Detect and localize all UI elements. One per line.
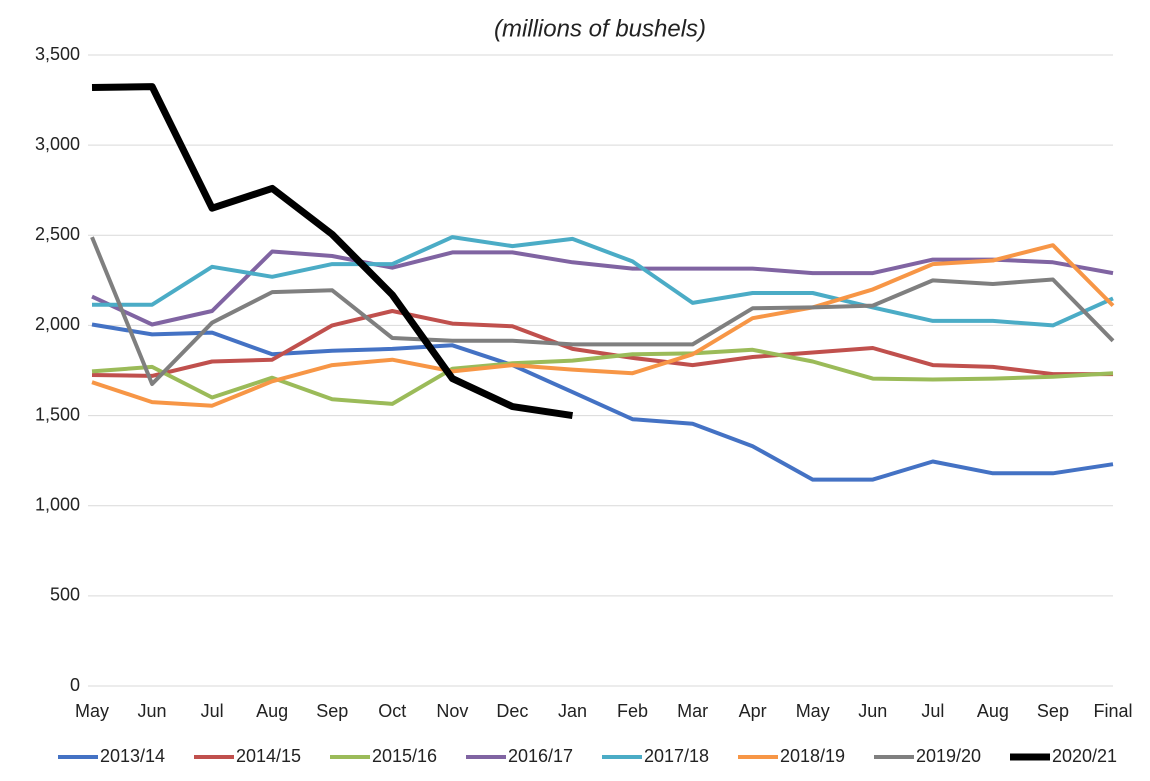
legend-label: 2015/16 xyxy=(372,746,437,766)
y-tick-label: 3,000 xyxy=(35,134,80,154)
x-tick-label: Aug xyxy=(256,701,288,721)
legend-label: 2019/20 xyxy=(916,746,981,766)
x-tick-label: Mar xyxy=(677,701,708,721)
x-tick-label: Sep xyxy=(316,701,348,721)
y-tick-label: 2,000 xyxy=(35,314,80,334)
x-tick-label: Jul xyxy=(921,701,944,721)
x-tick-label: Apr xyxy=(739,701,767,721)
series-line xyxy=(91,83,574,420)
x-tick-label: May xyxy=(75,701,109,721)
y-tick-label: 1,500 xyxy=(35,404,80,424)
x-tick-label: Jun xyxy=(858,701,887,721)
legend-label: 2020/21 xyxy=(1052,746,1117,766)
legend-label: 2014/15 xyxy=(236,746,301,766)
x-tick-label: Nov xyxy=(436,701,468,721)
series-line xyxy=(91,249,1114,327)
x-tick-label: Jul xyxy=(201,701,224,721)
y-tick-label: 0 xyxy=(70,675,80,695)
legend-label: 2013/14 xyxy=(100,746,165,766)
legend-label: 2017/18 xyxy=(644,746,709,766)
x-tick-label: Jan xyxy=(558,701,587,721)
x-tick-label: Aug xyxy=(977,701,1009,721)
x-tick-label: Dec xyxy=(496,701,528,721)
x-tick-label: Jun xyxy=(138,701,167,721)
series-line xyxy=(91,322,1114,482)
x-tick-label: Feb xyxy=(617,701,648,721)
x-tick-label: May xyxy=(796,701,830,721)
legend-label: 2016/17 xyxy=(508,746,573,766)
series-line xyxy=(91,309,1113,378)
series-line xyxy=(90,236,1115,386)
series-line xyxy=(91,243,1115,408)
y-tick-label: 3,500 xyxy=(35,44,80,64)
series-line xyxy=(91,347,1114,406)
series-line xyxy=(92,235,1114,328)
x-tick-label: Oct xyxy=(378,701,406,721)
y-tick-label: 2,500 xyxy=(35,224,80,244)
y-tick-label: 500 xyxy=(50,585,80,605)
x-tick-label: Final xyxy=(1093,701,1132,721)
y-tick-label: 1,000 xyxy=(35,494,80,514)
chart-subtitle: (millions of bushels) xyxy=(494,15,706,42)
x-tick-label: Sep xyxy=(1037,701,1069,721)
legend-label: 2018/19 xyxy=(780,746,845,766)
